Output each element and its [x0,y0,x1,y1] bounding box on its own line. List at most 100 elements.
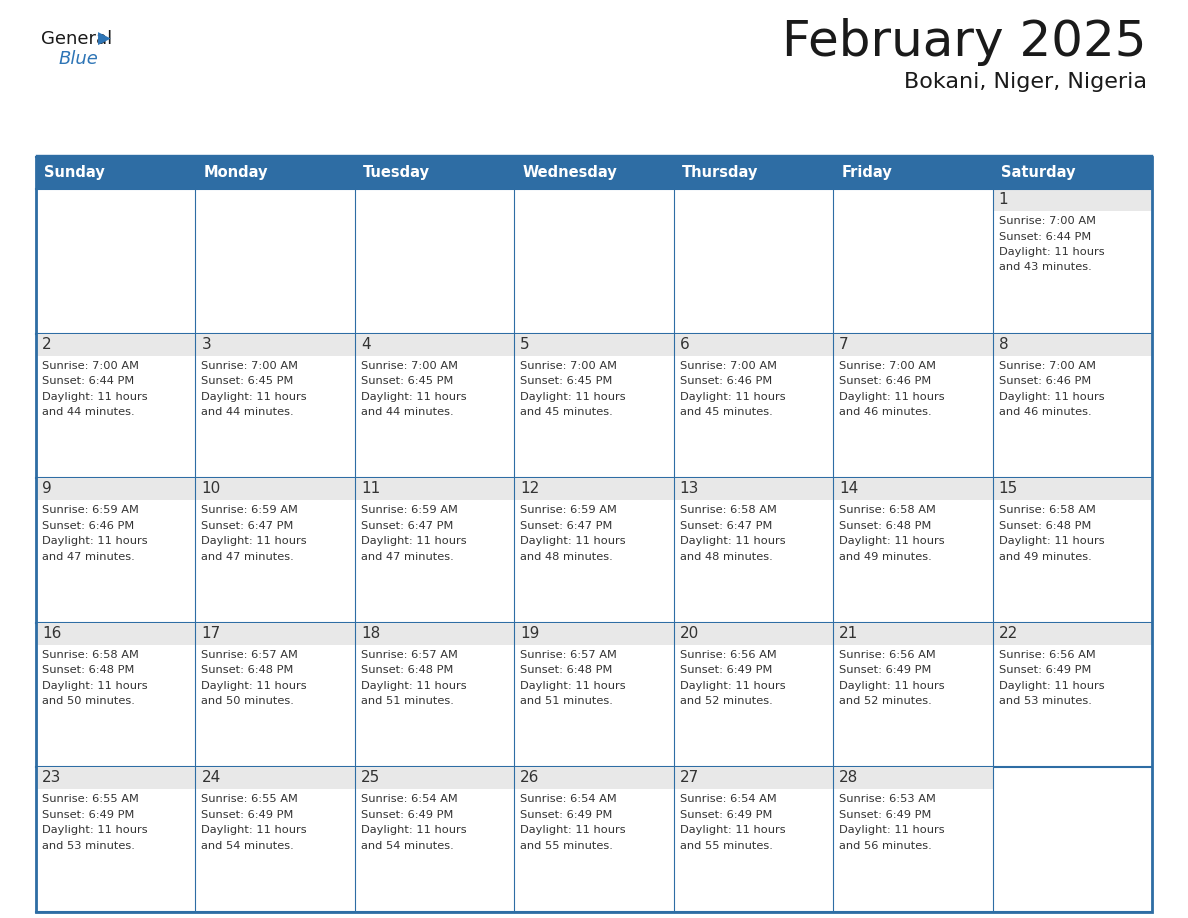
Text: Daylight: 11 hours: Daylight: 11 hours [520,681,626,691]
Bar [992,478,1152,500]
Bar [196,767,355,912]
Text: Sunset: 6:45 PM: Sunset: 6:45 PM [202,376,293,386]
Text: Sunset: 6:48 PM: Sunset: 6:48 PM [361,666,454,676]
Text: Daylight: 11 hours: Daylight: 11 hours [999,247,1104,257]
Text: Daylight: 11 hours: Daylight: 11 hours [202,825,307,835]
Text: Daylight: 11 hours: Daylight: 11 hours [839,825,944,835]
Text: and 52 minutes.: and 52 minutes. [680,696,772,706]
Bar [833,622,992,644]
Text: Daylight: 11 hours: Daylight: 11 hours [999,681,1104,691]
Text: and 44 minutes.: and 44 minutes. [42,407,134,417]
Text: Daylight: 11 hours: Daylight: 11 hours [42,681,147,691]
Bar [674,333,833,478]
Text: Sunrise: 7:00 AM: Sunrise: 7:00 AM [42,361,139,371]
Text: Sunset: 6:49 PM: Sunset: 6:49 PM [999,666,1091,676]
Text: 13: 13 [680,481,699,497]
Text: 15: 15 [999,481,1018,497]
Bar [674,622,833,767]
Text: 2: 2 [42,337,51,352]
Bar [674,767,833,789]
Text: Daylight: 11 hours: Daylight: 11 hours [680,825,785,835]
Text: Daylight: 11 hours: Daylight: 11 hours [361,392,467,401]
Bar [992,189,1152,211]
Text: Daylight: 11 hours: Daylight: 11 hours [202,536,307,546]
Text: Daylight: 11 hours: Daylight: 11 hours [839,681,944,691]
Bar [36,189,196,333]
Bar [36,478,196,500]
Text: Daylight: 11 hours: Daylight: 11 hours [361,536,467,546]
Bar [36,622,196,644]
Text: 18: 18 [361,626,380,641]
Bar [196,767,355,789]
Text: and 49 minutes.: and 49 minutes. [839,552,931,562]
Bar [36,333,196,478]
Bar [833,478,992,622]
Text: Sunrise: 6:58 AM: Sunrise: 6:58 AM [42,650,139,660]
Text: Sunrise: 7:00 AM: Sunrise: 7:00 AM [202,361,298,371]
Text: Sunset: 6:46 PM: Sunset: 6:46 PM [999,376,1091,386]
Bar [833,622,992,767]
Text: Thursday: Thursday [682,165,758,181]
Text: Monday: Monday [203,165,268,181]
Bar [355,478,514,500]
Text: February 2025: February 2025 [783,18,1146,66]
Bar [355,622,514,644]
Text: 26: 26 [520,770,539,786]
Text: Sunset: 6:49 PM: Sunset: 6:49 PM [202,810,293,820]
Text: Daylight: 11 hours: Daylight: 11 hours [839,392,944,401]
Text: Sunrise: 6:59 AM: Sunrise: 6:59 AM [202,505,298,515]
Text: Sunset: 6:47 PM: Sunset: 6:47 PM [202,521,293,531]
Text: Sunset: 6:47 PM: Sunset: 6:47 PM [680,521,772,531]
Text: 22: 22 [999,626,1018,641]
Text: 27: 27 [680,770,699,786]
Text: Sunrise: 7:00 AM: Sunrise: 7:00 AM [680,361,777,371]
Text: Daylight: 11 hours: Daylight: 11 hours [361,681,467,691]
Text: Sunset: 6:47 PM: Sunset: 6:47 PM [361,521,454,531]
Text: Sunrise: 6:58 AM: Sunrise: 6:58 AM [999,505,1095,515]
Text: Sunrise: 6:57 AM: Sunrise: 6:57 AM [520,650,617,660]
Bar [196,622,355,767]
Bar [36,157,1152,189]
Bar [992,478,1152,622]
Text: Saturday: Saturday [1000,165,1075,181]
Bar [36,333,196,355]
Text: Daylight: 11 hours: Daylight: 11 hours [999,392,1104,401]
Text: 16: 16 [42,626,62,641]
Bar [514,333,674,478]
Text: 11: 11 [361,481,380,497]
Text: and 50 minutes.: and 50 minutes. [202,696,295,706]
Text: and 47 minutes.: and 47 minutes. [361,552,454,562]
Text: and 51 minutes.: and 51 minutes. [520,696,613,706]
Text: Tuesday: Tuesday [362,165,430,181]
Text: 3: 3 [202,337,211,352]
Text: Sunrise: 7:00 AM: Sunrise: 7:00 AM [999,361,1095,371]
Text: 24: 24 [202,770,221,786]
Bar [355,189,514,333]
Text: and 44 minutes.: and 44 minutes. [361,407,454,417]
Text: Sunrise: 6:59 AM: Sunrise: 6:59 AM [361,505,457,515]
Bar [514,767,674,789]
Bar [355,333,514,355]
Bar [36,157,1152,912]
Text: and 55 minutes.: and 55 minutes. [680,841,772,851]
Text: Sunset: 6:49 PM: Sunset: 6:49 PM [680,810,772,820]
Text: Sunset: 6:46 PM: Sunset: 6:46 PM [42,521,134,531]
Text: Daylight: 11 hours: Daylight: 11 hours [202,681,307,691]
Text: Sunset: 6:49 PM: Sunset: 6:49 PM [839,810,931,820]
Text: Sunday: Sunday [44,165,105,181]
Text: Sunset: 6:49 PM: Sunset: 6:49 PM [42,810,134,820]
Text: 9: 9 [42,481,52,497]
Text: Sunrise: 6:56 AM: Sunrise: 6:56 AM [999,650,1095,660]
Text: and 46 minutes.: and 46 minutes. [839,407,931,417]
Text: Sunrise: 6:55 AM: Sunrise: 6:55 AM [202,794,298,804]
Text: and 56 minutes.: and 56 minutes. [839,841,931,851]
Bar [355,767,514,912]
Bar [992,622,1152,767]
Text: 10: 10 [202,481,221,497]
Text: and 43 minutes.: and 43 minutes. [999,263,1092,273]
Text: Daylight: 11 hours: Daylight: 11 hours [42,392,147,401]
Text: Sunrise: 6:57 AM: Sunrise: 6:57 AM [361,650,457,660]
Bar [36,478,196,622]
Text: Wednesday: Wednesday [523,165,617,181]
Text: 12: 12 [520,481,539,497]
